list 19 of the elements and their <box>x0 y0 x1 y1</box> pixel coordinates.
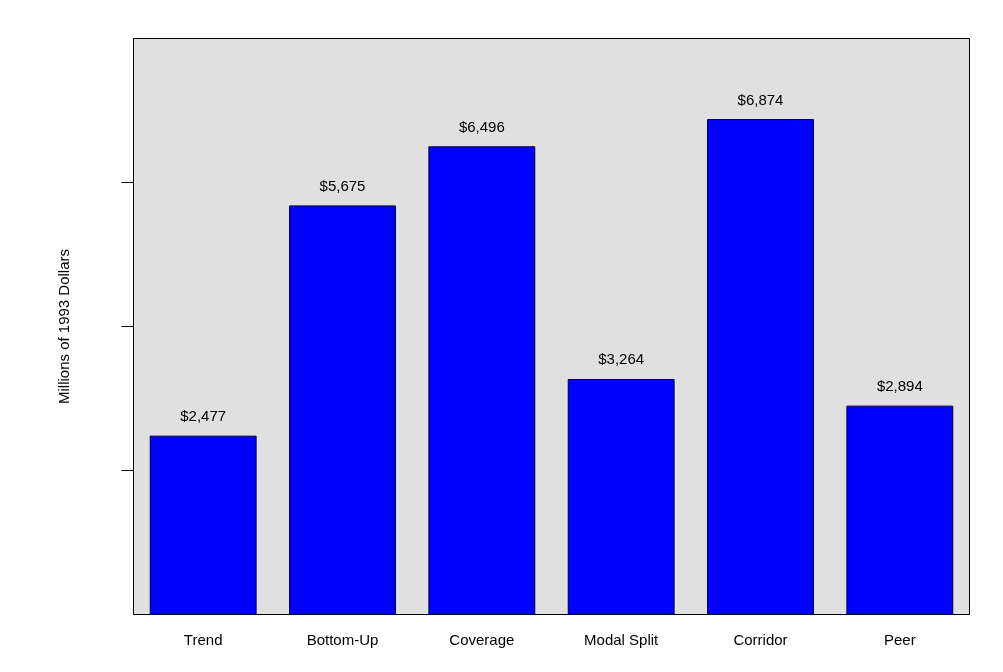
data-label: $2,894 <box>876 377 923 395</box>
data-label: $2,477 <box>180 407 227 425</box>
data-label: $5,675 <box>319 176 366 194</box>
bar <box>846 405 954 615</box>
bar <box>707 119 814 615</box>
data-label: $6,874 <box>737 90 784 108</box>
bar <box>149 435 257 615</box>
x-tick-label: Modal Split <box>584 630 660 648</box>
bar <box>289 205 396 615</box>
bar <box>428 146 536 615</box>
x-tick-label: Peer <box>883 630 916 648</box>
data-label: $6,496 <box>458 117 505 135</box>
y-axis-title: Millions of 1993 Dollars <box>54 248 72 405</box>
x-tick-label: Bottom-Up <box>306 630 379 648</box>
data-label: $3,264 <box>598 350 645 368</box>
x-tick-label: Corridor <box>733 630 788 648</box>
x-tick-label: Coverage <box>449 630 515 648</box>
x-tick-label: Trend <box>183 630 223 648</box>
bar <box>567 378 675 615</box>
